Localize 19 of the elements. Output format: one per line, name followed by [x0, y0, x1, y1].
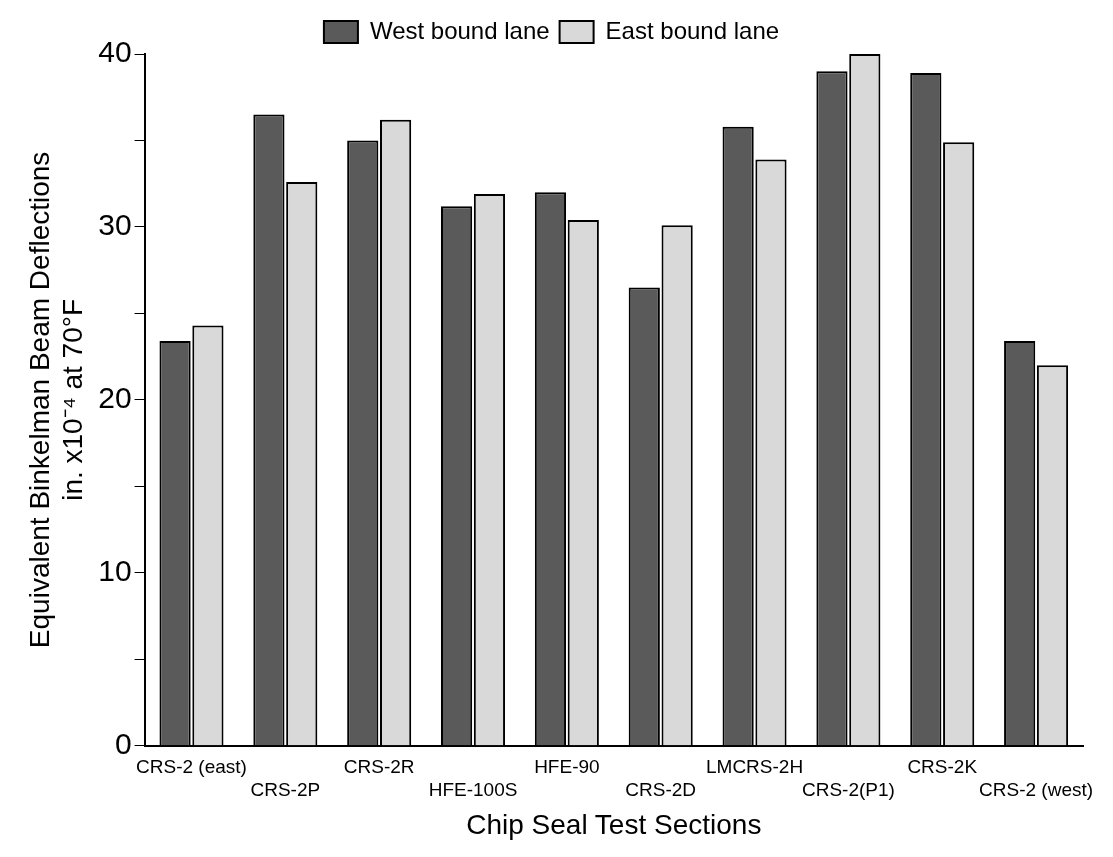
x-tick-label: CRS-2(P1) — [801, 779, 895, 801]
x-tick-label: CRS-2R — [343, 756, 415, 778]
x-tick-label: CRS-2 (east) — [136, 756, 247, 778]
x-tick-label: HFE-100S — [428, 779, 518, 801]
y-tick-label: 0 — [114, 727, 132, 761]
x-tick-label: CRS-2 (west) — [979, 779, 1094, 801]
x-tick-label: LMCRS-2H — [705, 756, 804, 778]
x-tick-label: CRS-2P — [250, 779, 321, 801]
y-axis-title: Equivalent Binkelman Beam Deflections in. x10⁻⁴ at 70°F — [23, 151, 89, 649]
x-tick-label: CRS-2D — [625, 779, 697, 801]
x-tick-label: CRS-2K — [907, 756, 978, 778]
x-tick-label: HFE-90 — [534, 756, 600, 778]
legend-label: East bound lane — [605, 16, 780, 44]
y-tick-label: 20 — [98, 381, 132, 415]
x-axis-title: Chip Seal Test Sections — [466, 808, 762, 840]
y-tick-label: 40 — [98, 35, 132, 69]
y-tick-label: 30 — [98, 208, 132, 242]
legend-label: West bound lane — [369, 16, 550, 44]
y-tick-label: 10 — [98, 554, 132, 588]
